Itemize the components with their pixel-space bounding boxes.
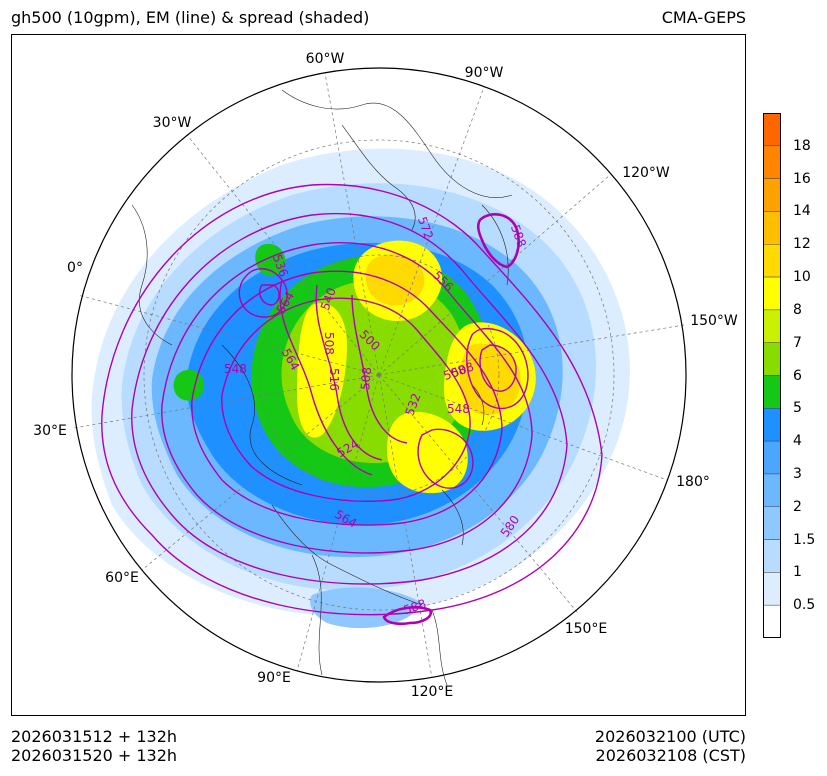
valid-time-cst: 2026032108 (CST) bbox=[595, 746, 746, 765]
colorbar-segment bbox=[763, 506, 781, 540]
contour-label: 508 bbox=[322, 332, 336, 355]
lon-label-120w: 120°W bbox=[622, 165, 670, 181]
colorbar-tick-label: 4 bbox=[793, 433, 802, 450]
valid-time-utc: 2026032100 (UTC) bbox=[594, 727, 746, 746]
colorbar-tick-label: 0.5 bbox=[793, 597, 816, 614]
lon-label-120e: 120°E bbox=[410, 684, 454, 700]
colorbar-segment bbox=[763, 211, 781, 245]
colorbar-tick-label: 3 bbox=[793, 465, 802, 482]
lon-label-30w: 30°W bbox=[152, 115, 192, 131]
contour-label: 516 bbox=[327, 368, 341, 391]
valid-time-block: 2026032100 (UTC) 2026032108 (CST) bbox=[595, 727, 746, 765]
colorbar-segment bbox=[763, 244, 781, 278]
lon-label-60w: 60°W bbox=[305, 51, 345, 67]
colorbar-border bbox=[763, 113, 781, 638]
colorbar-tick-label: 1.5 bbox=[793, 531, 816, 548]
contour-588 bbox=[382, 212, 520, 626]
colorbar-tick-label: 16 bbox=[793, 170, 811, 187]
lon-label-180: 180° bbox=[676, 474, 710, 490]
init-time-cst: 2026031520 + 132h bbox=[11, 746, 178, 765]
colorbar-svg bbox=[763, 113, 781, 638]
colorbar bbox=[763, 113, 781, 638]
spread-8c bbox=[297, 303, 347, 438]
init-time-block: 2026031512 + 132h 2026031520 + 132h bbox=[11, 727, 177, 765]
colorbar-tick-label: 7 bbox=[793, 334, 802, 351]
colorbar-segment bbox=[763, 342, 781, 376]
lon-label-90e: 90°E bbox=[257, 670, 291, 686]
colorbar-segment bbox=[763, 604, 781, 638]
colorbar-tick-label: 2 bbox=[793, 498, 802, 515]
colorbar-segment bbox=[763, 539, 781, 573]
lon-label-150w: 150°W bbox=[690, 313, 738, 329]
colorbar-segment bbox=[763, 572, 781, 606]
colorbar-segment bbox=[763, 178, 781, 212]
colorbar-segment bbox=[763, 309, 781, 343]
contour-label: 508 bbox=[358, 366, 374, 390]
lon-label-0: 0° bbox=[67, 260, 83, 276]
polar-map: 536 564 540 572 556 588 508 500 548 508 … bbox=[71, 67, 687, 686]
map-boundary bbox=[71, 67, 687, 683]
colorbar-segment bbox=[763, 375, 781, 409]
colorbar-tick-label: 8 bbox=[793, 301, 802, 318]
colorbar-tick-label: 5 bbox=[793, 400, 802, 417]
colorbar-segment bbox=[763, 408, 781, 442]
colorbar-tick-label: 14 bbox=[793, 203, 811, 220]
lon-label-90w: 90°W bbox=[464, 65, 504, 81]
spread-asia-low bbox=[310, 587, 422, 629]
colorbar-tick-label: 12 bbox=[793, 236, 811, 253]
colorbar-segment bbox=[763, 473, 781, 507]
contour-lines bbox=[101, 183, 603, 616]
colorbar-tick-label: 18 bbox=[793, 137, 811, 154]
contour-label: 548 bbox=[224, 362, 247, 376]
model-name: CMA-GEPS bbox=[661, 8, 746, 27]
lon-label-150e: 150°E bbox=[564, 621, 608, 637]
colorbar-segment bbox=[763, 145, 781, 179]
map-panel: 536 564 540 572 556 588 508 500 548 508 … bbox=[11, 34, 746, 716]
contour-label: 548 bbox=[447, 402, 470, 416]
colorbar-segment bbox=[763, 113, 781, 147]
map-title: gh500 (10gpm), EM (line) & spread (shade… bbox=[11, 8, 370, 27]
spread-green-blob bbox=[173, 369, 205, 401]
colorbar-segment bbox=[763, 440, 781, 475]
graticule bbox=[73, 72, 685, 679]
colorbar-segment bbox=[763, 276, 781, 311]
colorbar-tick-label: 10 bbox=[793, 269, 811, 286]
colorbar-tick-label: 6 bbox=[793, 367, 802, 384]
coastlines bbox=[131, 89, 513, 686]
lon-label-60e: 60°E bbox=[105, 570, 139, 586]
init-time-utc: 2026031512 + 132h bbox=[11, 727, 178, 746]
colorbar-tick-label: 1 bbox=[793, 564, 802, 581]
lon-label-30e: 30°E bbox=[33, 423, 67, 439]
